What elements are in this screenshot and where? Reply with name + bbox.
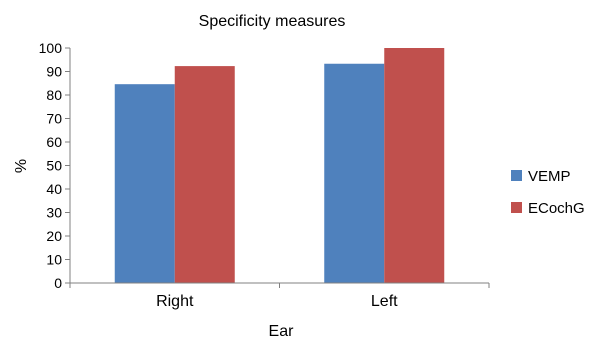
- legend-swatch-vemp: [511, 170, 522, 181]
- x-axis: Right Left: [69, 282, 490, 310]
- y-tick-label: 30: [46, 205, 62, 221]
- legend: VEMP ECochG: [511, 168, 585, 217]
- x-tick-label: Right: [156, 293, 194, 310]
- y-tick-label: 10: [46, 252, 62, 268]
- x-axis-label: Ear: [269, 323, 295, 340]
- chart-title: Specificity measures: [199, 13, 346, 30]
- bar-vemp-left: [324, 63, 385, 284]
- y-tick-label: 90: [46, 64, 62, 80]
- y-axis-label: %: [13, 159, 30, 173]
- y-tick-label: 100: [39, 40, 63, 56]
- bars-group: [114, 48, 445, 284]
- y-tick-label: 50: [46, 158, 62, 174]
- y-tick-label: 70: [46, 111, 62, 127]
- y-axis: 0 10 20 30 40 50 60 70 80 90 100: [39, 40, 71, 291]
- y-tick-label: 60: [46, 134, 62, 150]
- legend-label-ecochg: ECochG: [528, 200, 585, 217]
- bar-vemp-right: [114, 84, 175, 283]
- y-tick-label: 40: [46, 181, 62, 197]
- x-tick-label: Left: [371, 293, 398, 310]
- bar-ecochg-right: [174, 66, 235, 283]
- y-tick-label: 0: [54, 275, 62, 291]
- bar-ecochg-left: [384, 48, 445, 283]
- y-tick-label: 20: [46, 228, 62, 244]
- legend-label-vemp: VEMP: [528, 168, 571, 185]
- legend-swatch-ecochg: [511, 202, 522, 213]
- y-tick-label: 80: [46, 87, 62, 103]
